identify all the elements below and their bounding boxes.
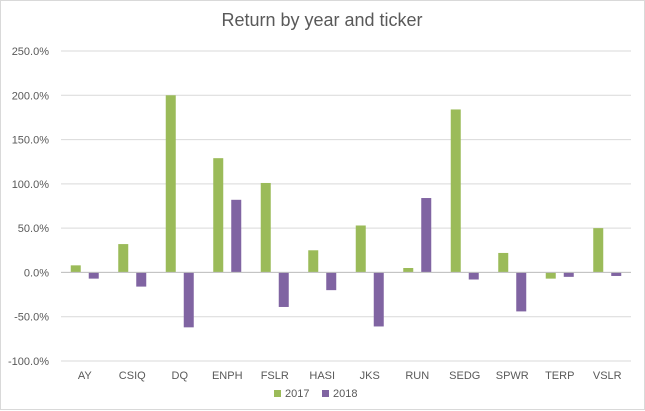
x-tick-label: FSLR (261, 370, 289, 382)
bar-2017-jks (355, 225, 366, 273)
y-tick-label: 200.0% (12, 90, 50, 102)
y-tick-label: 150.0% (12, 135, 50, 147)
y-tick-label: 0.0% (24, 267, 49, 279)
x-tick-label: TERP (545, 370, 574, 382)
bar-2018-hasi (326, 272, 337, 291)
legend-item-2017: 2017 (274, 388, 309, 400)
chart-title: Return by year and ticker (221, 10, 422, 30)
bar-2018-spwr (516, 272, 527, 312)
x-tick-label: RUN (405, 370, 429, 382)
bar-2017-csiq (118, 244, 129, 273)
x-tick-label: SEDG (449, 370, 480, 382)
y-tick-label: -100.0% (8, 356, 49, 368)
x-tick-label: HASI (309, 370, 335, 382)
bars (70, 95, 622, 328)
legend-label: 2018 (333, 388, 357, 400)
bar-2018-fslr (278, 272, 289, 307)
bar-2018-vslr (611, 272, 622, 276)
bar-2017-run (403, 268, 414, 273)
x-tick-label: DQ (172, 370, 189, 382)
bar-2018-terp (563, 272, 574, 277)
y-tick-label: -50.0% (14, 312, 49, 324)
bar-2018-sedg (468, 272, 479, 280)
legend-swatch (322, 390, 329, 397)
x-tick-label: JKS (360, 370, 380, 382)
x-axis-tick-labels: AY CSIQ DQ ENPH FSLR HASI JKS RUN SEDG SPWR TERP VS… (78, 370, 622, 382)
bar-2018-dq (183, 272, 194, 328)
bar-2018-jks (373, 272, 384, 327)
bar-2017-vslr (593, 228, 604, 273)
bar-2018-ay (88, 272, 99, 279)
x-tick-label: SPWR (496, 370, 529, 382)
y-tick-label: 50.0% (18, 223, 49, 235)
y-axis-tick-labels: 250.0% 200.0% 150.0% 100.0% 50.0% 0.0% -50.0% -… (8, 46, 49, 368)
legend: 2017 2018 (274, 388, 357, 400)
bar-2018-run (421, 198, 432, 273)
bar-2018-enph (231, 199, 242, 273)
gridlines (61, 50, 631, 362)
bar-2017-enph (213, 158, 224, 273)
legend-item-2018: 2018 (322, 388, 357, 400)
bar-2018-csiq (136, 272, 147, 287)
x-tick-label: VSLR (593, 370, 622, 382)
bar-2017-sedg (450, 109, 461, 273)
bar-2017-spwr (498, 252, 509, 273)
y-tick-label: 100.0% (12, 179, 50, 191)
bar-2017-terp (545, 272, 556, 279)
bar-2017-fslr (260, 182, 271, 273)
legend-label: 2017 (285, 388, 309, 400)
bar-2017-ay (70, 265, 81, 273)
bar-2017-hasi (308, 250, 319, 273)
legend-swatch (274, 390, 281, 397)
x-tick-label: CSIQ (119, 370, 146, 382)
x-tick-label: ENPH (212, 370, 243, 382)
y-tick-label: 250.0% (12, 46, 50, 58)
x-tick-label: AY (78, 370, 93, 382)
bar-2017-dq (165, 95, 176, 273)
